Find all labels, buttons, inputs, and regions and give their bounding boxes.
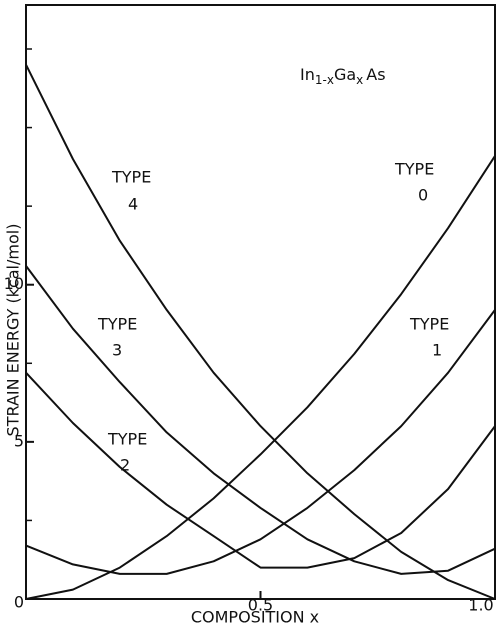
y-axis-label: STRAIN ENERGY (kcal/mol) (4, 224, 23, 437)
title-part: x (356, 73, 363, 87)
title-part: Ga (334, 65, 356, 84)
curve-label: 1 (432, 341, 442, 360)
curve-label: TYPE (111, 168, 151, 187)
title-part: As (366, 65, 385, 84)
y-tick-label: 10 (4, 274, 24, 293)
curve (25, 265, 496, 575)
curve-label: TYPE (97, 315, 137, 334)
curve (25, 372, 496, 569)
x-tick-label: 0.5 (248, 596, 273, 615)
chart-title: In1-xGax As (300, 65, 386, 87)
curve-label: 2 (120, 456, 130, 475)
title-part: 1-x (315, 73, 334, 87)
curve (25, 155, 496, 600)
x-tick-label: 1.0 (468, 596, 493, 615)
curve (25, 64, 496, 600)
curve (25, 309, 496, 575)
curve-label: 4 (128, 195, 138, 214)
y-tick-label: 5 (14, 431, 24, 450)
curve-label: TYPE (409, 315, 449, 334)
curve-label: TYPE (394, 160, 434, 179)
x-axis-label: COMPOSITION x (191, 608, 319, 627)
curve-label: 3 (112, 341, 122, 360)
curve-label: TYPE (107, 430, 147, 449)
curve-label: 0 (418, 186, 428, 205)
title-part: In (300, 65, 315, 84)
y-tick-label: 0 (14, 593, 24, 612)
